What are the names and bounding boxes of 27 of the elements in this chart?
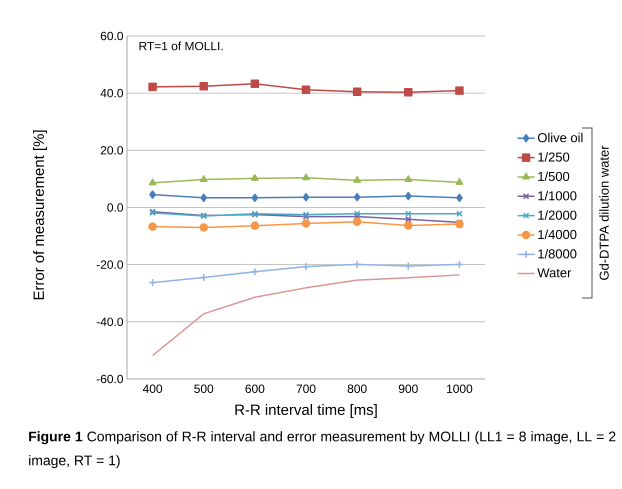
y-tick-label: 0.0	[107, 203, 124, 212]
legend-label: 1/1000	[538, 190, 576, 200]
legend-label: 1/8000	[538, 248, 576, 258]
y-tick-label: -40.0	[96, 318, 124, 326]
y-tick-label: 40.0	[100, 88, 124, 98]
annotation: RT=1 of MOLLI.	[140, 42, 223, 50]
y-tick-label: 20.0	[100, 146, 124, 155]
legend-label: 1/500	[538, 171, 570, 182]
legend-label: 1/2000	[538, 210, 576, 220]
x-tick-label: 1000	[447, 384, 472, 393]
x-tick-label: 600	[246, 384, 264, 393]
x-tick-label: 700	[296, 384, 316, 393]
text: Gd-DTPA dilution water	[599, 146, 609, 280]
legend-label: 1/250	[538, 152, 570, 162]
text: Figure 1 Comparison of R-R interval and error measurement by MOLLI (LL1 = 8 image, LL = 2 image, RT = 1)	[29, 431, 616, 468]
legend-label: Water	[537, 268, 572, 278]
x-tick-label: 400	[142, 384, 162, 393]
legend-label: Olive oil	[538, 132, 583, 142]
x-tick-label: 500	[194, 384, 214, 393]
y-tick-label: 60.0	[100, 32, 124, 40]
x-axis-title: R-R interval time [ms]	[235, 404, 377, 418]
x-tick-label: 900	[398, 384, 418, 393]
legend-label: 1/4000	[538, 230, 576, 240]
y-tick-label: -60.0	[96, 374, 124, 384]
x-tick-label: 800	[348, 384, 367, 393]
y-tick-label: -20.0	[96, 260, 124, 269]
y-axis-title: Error of measurement [%]	[33, 130, 47, 300]
